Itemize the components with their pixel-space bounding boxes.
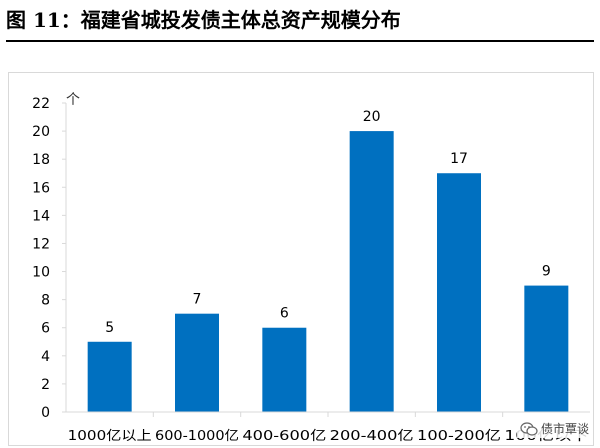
bar-value-label: 6 <box>280 306 289 322</box>
y-tick-label: 16 <box>32 180 50 196</box>
y-tick-label: 18 <box>32 152 50 168</box>
x-axis: 1000亿以上 600-1000亿 400-600亿 200-400亿 100-200亿… <box>66 411 590 444</box>
figure-title: 图 11：福建省城投发债主体总资产规模分布 <box>6 8 401 32</box>
y-tick-label: 22 <box>32 96 50 112</box>
watermark: 债市覃谈 <box>516 419 592 438</box>
y-tick-label: 0 <box>41 405 50 421</box>
y-tick-label: 8 <box>41 293 50 309</box>
y-axis-unit-label: 个 <box>66 92 80 108</box>
y-tick-label: 10 <box>32 265 50 281</box>
x-tick-label: 200-400亿 <box>330 429 414 444</box>
y-tick-label: 20 <box>32 124 50 140</box>
bar-6 <box>524 285 569 412</box>
y-tick-label: 14 <box>32 208 50 224</box>
wechat-icon <box>520 421 538 436</box>
bar-5 <box>437 173 481 412</box>
chart-frame <box>8 72 594 446</box>
y-tick-label: 4 <box>41 349 50 365</box>
bar-value-label: 9 <box>542 264 551 280</box>
y-axis: 0 2 4 6 8 10 12 14 16 18 20 22 <box>32 96 67 421</box>
bar-3 <box>262 327 307 412</box>
x-tick-label: 100-200亿 <box>417 429 501 444</box>
x-tick-label: 400-600亿 <box>242 429 326 444</box>
x-tick-label: 600-1000亿 <box>155 429 239 444</box>
title-divider <box>6 40 594 42</box>
watermark-text: 债市覃谈 <box>540 422 589 436</box>
bar-value-label: 7 <box>193 292 202 308</box>
y-tick-label: 6 <box>41 321 50 337</box>
bar-4 <box>349 131 394 412</box>
y-tick-label: 12 <box>32 236 50 252</box>
bar-series: 5 7 6 20 17 9 <box>87 109 569 412</box>
bar-2 <box>175 313 219 412</box>
bar-value-label: 5 <box>105 320 114 336</box>
x-tick-label: 1000亿以上 <box>68 429 152 444</box>
bar-value-label: 17 <box>450 151 468 167</box>
bar-value-label: 20 <box>363 109 381 125</box>
y-tick-label: 2 <box>41 377 50 393</box>
bar-1 <box>87 341 132 412</box>
